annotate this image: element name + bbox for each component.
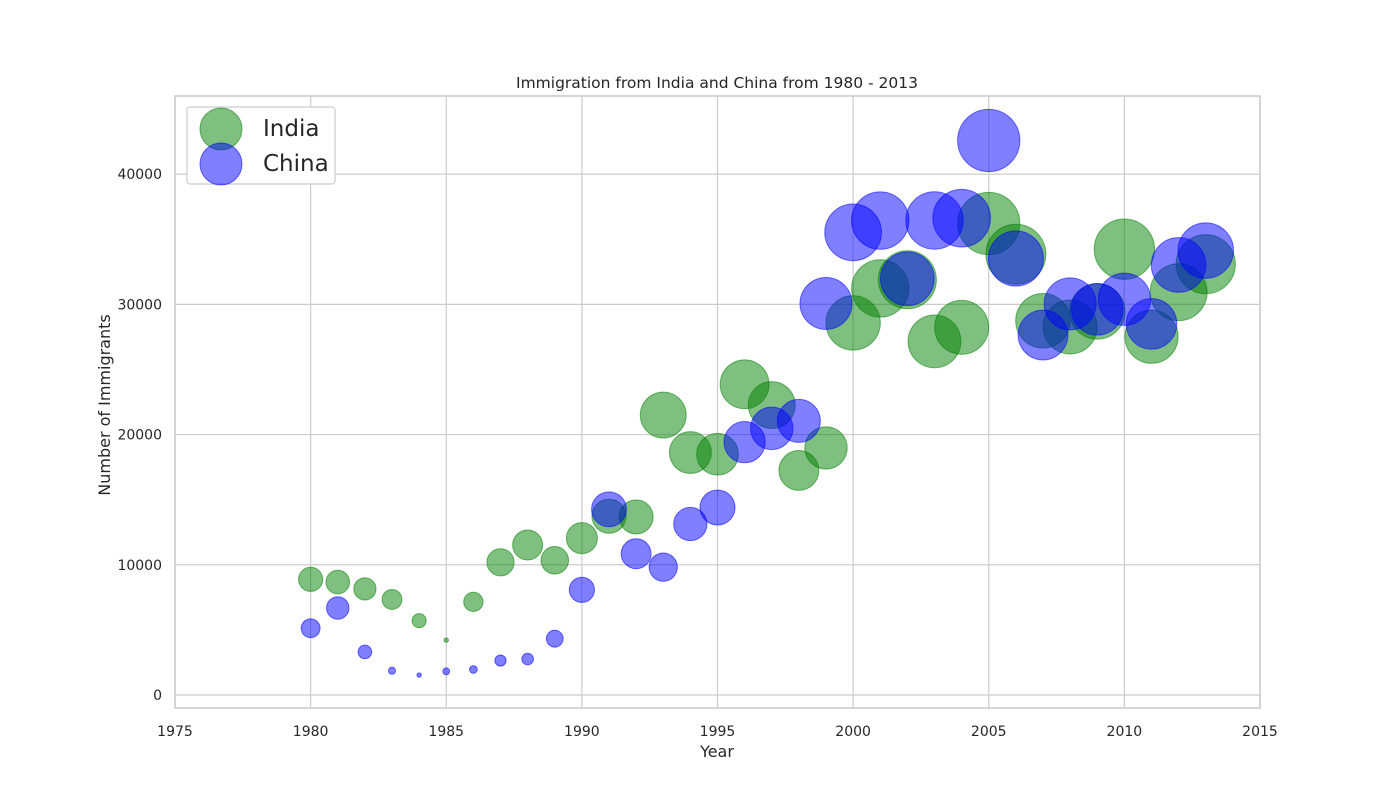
y-tick-label: 0 (153, 688, 162, 704)
bubble-china-1990 (568, 576, 595, 603)
bubble-china-2006 (987, 230, 1044, 287)
x-tick-label: 2005 (971, 724, 1007, 740)
bubble-china-1989 (545, 629, 564, 648)
plot-frame (174, 95, 1261, 709)
bubble-india-1980 (298, 566, 324, 592)
legend-label-india: India (263, 116, 319, 142)
legend-label-china: China (263, 151, 329, 177)
bubble-india-1999 (804, 426, 848, 470)
x-tick-label: 1995 (700, 724, 736, 740)
y-tick-label: 30000 (117, 297, 162, 313)
bubble-india-1983 (381, 588, 403, 610)
x-tick-label: 2000 (835, 724, 871, 740)
bubble-india-1990 (565, 522, 598, 555)
plot-area (298, 108, 1236, 678)
chart-title: Immigration from India and China from 19… (516, 74, 918, 92)
x-tick-label: 1990 (564, 724, 600, 740)
bubble-china-1991 (591, 491, 627, 528)
bubble-india-1988 (512, 529, 544, 561)
bubble-china-1981 (326, 596, 350, 620)
bubble-china-2005 (957, 108, 1021, 173)
bubble-india-1981 (325, 569, 351, 595)
x-tick-label: 1980 (293, 724, 329, 740)
bubble-china-1993 (648, 552, 678, 582)
bubble-china-1987 (494, 654, 507, 667)
bubble-china-1999 (799, 276, 853, 330)
bubble-china-1982 (357, 644, 373, 660)
x-tick-label: 1985 (428, 724, 464, 740)
bubble-china-1994 (673, 506, 708, 542)
legend: India China (186, 106, 336, 186)
bubble-india-1982 (353, 577, 377, 601)
bubble-india-1985 (443, 637, 449, 643)
bubble-china-2002 (880, 251, 935, 307)
bubble-china-1986 (469, 665, 478, 674)
bubble-china-1998 (776, 398, 821, 443)
x-tick-label: 1975 (157, 724, 193, 740)
bubble-india-2010 (1093, 218, 1156, 280)
bubble-china-2001 (851, 191, 910, 250)
bubble-india-1987 (486, 548, 515, 577)
bubble-india-1986 (463, 591, 484, 613)
x-tick-label: 2015 (1242, 724, 1278, 740)
y-tick-label: 20000 (117, 428, 162, 444)
bubble-china-1995 (699, 489, 736, 526)
bubble-china-1983 (387, 666, 397, 675)
y-tick-label: 40000 (117, 167, 162, 183)
x-tick-label: 2010 (1107, 724, 1143, 740)
legend-marker-china (199, 142, 243, 186)
x-axis-title: Year (699, 742, 734, 761)
bubble-china-1980 (300, 618, 321, 639)
bubble-china-2004 (932, 188, 991, 248)
y-axis-title: Number of Immigrants (95, 314, 114, 496)
y-tick-label: 10000 (117, 558, 162, 574)
bubble-china-1988 (521, 652, 534, 666)
bubble-china-1985 (442, 667, 451, 676)
bubble-china-1992 (620, 538, 652, 570)
bubble-india-2004 (934, 299, 990, 355)
bubble-china-1984 (416, 672, 422, 678)
tick-labels: 1975 1980 1985 1990 1995 2000 2005 2010 2015 0 100… (117, 167, 1277, 740)
bubble-india-1989 (540, 546, 570, 575)
bubble-india-1984 (411, 613, 427, 629)
bubble-india-1993 (639, 391, 687, 439)
bubble-china-2013 (1177, 222, 1235, 279)
bubble-china-2011 (1125, 298, 1178, 350)
